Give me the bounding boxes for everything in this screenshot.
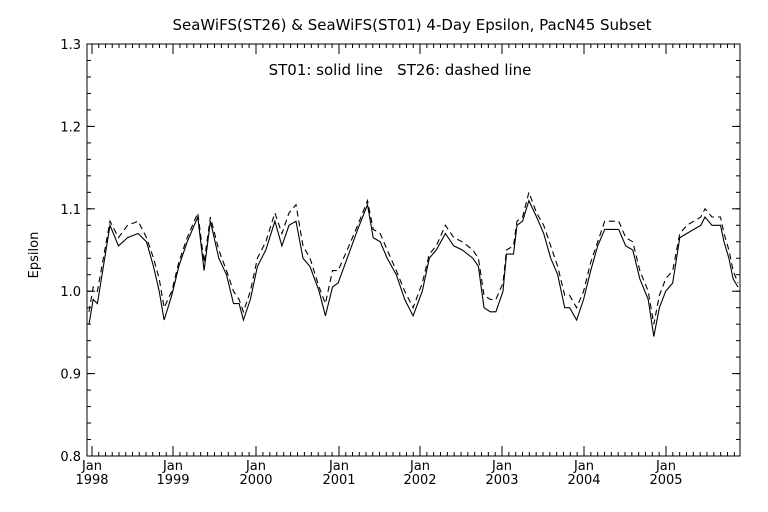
plot-area: 0.80.91.01.11.21.3Jan1998Jan1999Jan2000J… <box>60 38 740 488</box>
chart-title: SeaWiFS(ST26) & SeaWiFS(ST01) 4-Day Epsi… <box>172 16 651 34</box>
x-tick-label-year: 2004 <box>567 473 600 488</box>
plot-frame <box>86 43 741 457</box>
x-tick-label-year: 1998 <box>75 473 108 488</box>
chart-annotation: ST01: solid line ST26: dashed line <box>269 61 532 79</box>
x-tick-label-year: 1999 <box>156 473 189 488</box>
x-tick-label-year: 2005 <box>649 473 682 488</box>
y-tick-label: 0.8 <box>60 450 81 465</box>
x-tick-label-month: Jan <box>573 459 594 474</box>
y-tick-label: 0.9 <box>60 368 81 383</box>
series-line-st01 <box>88 199 739 337</box>
x-tick-label-month: Jan <box>655 459 676 474</box>
x-tick-label-month: Jan <box>328 459 349 474</box>
y-tick-label: 1.1 <box>60 203 81 218</box>
x-tick-label-year: 2003 <box>485 473 518 488</box>
x-tick-label-month: Jan <box>245 459 266 474</box>
x-tick-label-year: 2002 <box>403 473 436 488</box>
y-axis-label: Epsilon <box>27 232 42 279</box>
x-tick-label-year: 2000 <box>239 473 272 488</box>
x-tick-label-month: Jan <box>162 459 183 474</box>
y-tick-label: 1.0 <box>60 285 81 300</box>
x-tick-label-month: Jan <box>491 459 512 474</box>
x-tick-label-month: Jan <box>409 459 430 474</box>
x-tick-label-year: 2001 <box>322 473 355 488</box>
series-line-st26 <box>88 190 739 325</box>
y-tick-label: 1.2 <box>60 120 81 135</box>
x-tick-label-month: Jan <box>81 459 102 474</box>
y-tick-label: 1.3 <box>60 38 81 53</box>
